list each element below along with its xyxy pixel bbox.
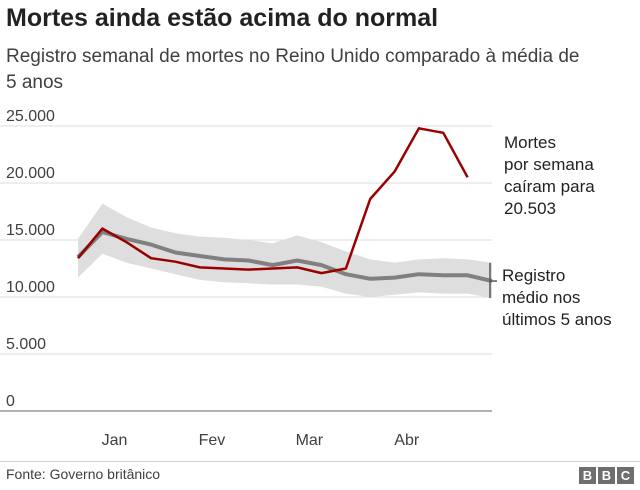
y-tick-label: 20.000 bbox=[6, 165, 55, 182]
bbc-logo: B B C bbox=[579, 467, 634, 484]
y-tick-label: 15.000 bbox=[6, 222, 55, 239]
average-bracket bbox=[489, 262, 497, 299]
x-tick-label: Mar bbox=[296, 432, 324, 449]
weekly-deaths-line bbox=[77, 127, 469, 275]
weekly-deaths-chart: 0 5.000 10.000 15.000 20.000 25.000 Jan Fev Mar… bbox=[0, 108, 497, 449]
deaths-annotation: Mortes por semana caíram para 20.503 bbox=[504, 132, 595, 220]
chart-subtitle: Registro semanal de mortes no Reino Unid… bbox=[6, 46, 580, 93]
y-tick-label: 5.000 bbox=[6, 336, 46, 353]
bbc-logo-letter: C bbox=[617, 467, 634, 484]
x-tick-label: Jan bbox=[102, 432, 128, 449]
bbc-logo-letter: B bbox=[579, 467, 596, 484]
annotation-line: Registro bbox=[502, 266, 566, 285]
source-note: Fonte: Governo britânico bbox=[6, 466, 161, 482]
annotation-line: últimos 5 anos bbox=[502, 310, 612, 329]
annotation-line: por semana bbox=[504, 155, 594, 174]
bbc-logo-letter: B bbox=[598, 467, 615, 484]
y-tick-label: 25.000 bbox=[6, 108, 55, 125]
footer-divider bbox=[0, 461, 640, 462]
y-tick-label: 0 bbox=[6, 393, 15, 410]
y-axis-labels: 0 5.000 10.000 15.000 20.000 25.000 bbox=[6, 108, 55, 410]
annotation-line: médio nos bbox=[502, 288, 581, 307]
annotation-line: Mortes bbox=[504, 133, 556, 152]
x-tick-label: Fev bbox=[199, 432, 226, 449]
x-tick-label: Abr bbox=[394, 432, 420, 449]
five-year-range-band bbox=[78, 203, 492, 299]
average-annotation: Registro médio nos últimos 5 anos bbox=[502, 265, 612, 331]
y-tick-label: 10.000 bbox=[6, 279, 55, 296]
annotation-line: 20.503 bbox=[504, 199, 556, 218]
five-year-average-line bbox=[76, 230, 493, 283]
annotation-line: caíram para bbox=[504, 177, 595, 196]
chart-title: Mortes ainda estão acima do normal bbox=[6, 4, 439, 32]
x-axis-labels: Jan Fev Mar Abr bbox=[102, 432, 420, 449]
